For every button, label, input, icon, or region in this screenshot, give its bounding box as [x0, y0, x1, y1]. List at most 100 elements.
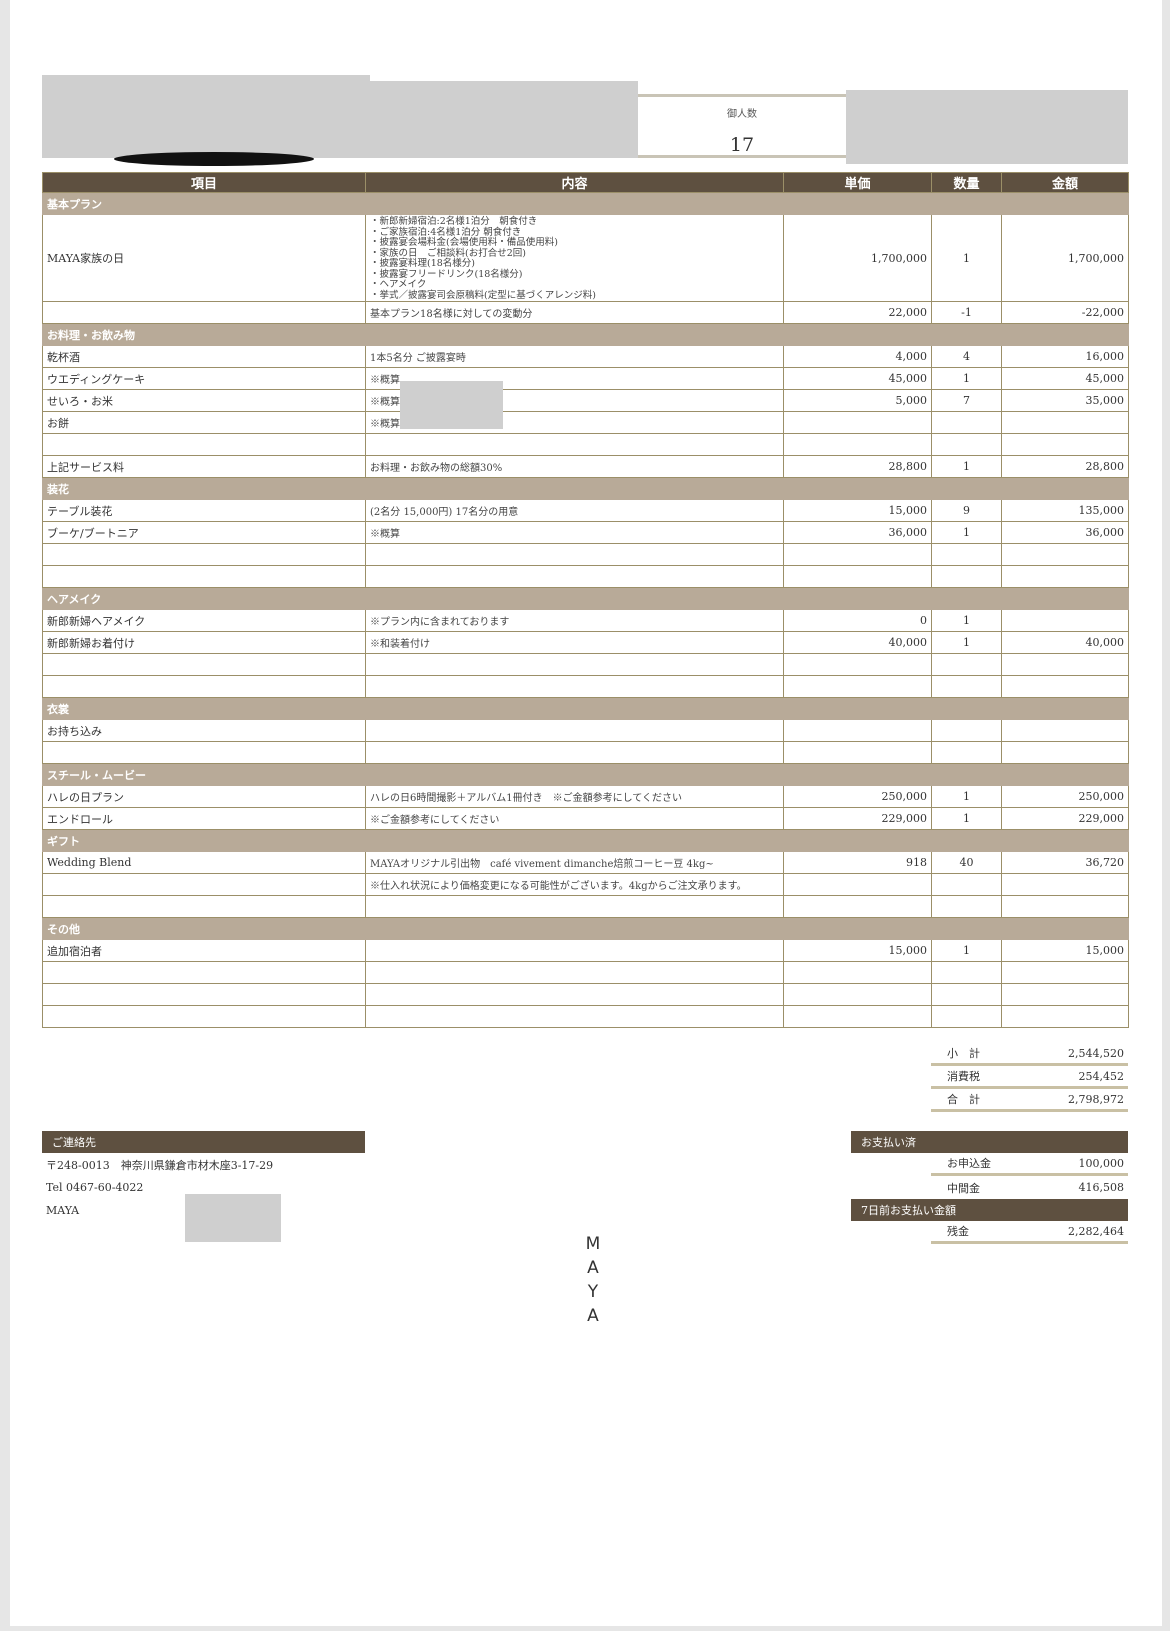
table-row	[42, 741, 1129, 764]
item-cell: 上記サービス料	[42, 455, 366, 478]
redacted-area	[400, 381, 503, 429]
unit-price-cell	[783, 741, 932, 764]
content-cell	[365, 675, 784, 698]
section-row: お料理・お飲み物	[42, 323, 1129, 346]
item-cell	[42, 675, 366, 698]
tax-row: 消費税 254,452	[931, 1066, 1128, 1089]
unit-price-cell: 229,000	[783, 807, 932, 830]
table-row	[42, 433, 1129, 456]
content-cell: ※概算	[365, 521, 784, 544]
quantity-cell: 1	[931, 455, 1002, 478]
table-row	[42, 543, 1129, 566]
amount-cell	[1001, 741, 1129, 764]
amount-cell	[1001, 873, 1129, 896]
section-title: 基本プラン	[42, 192, 1129, 215]
amount-cell: 35,000	[1001, 389, 1129, 412]
item-cell	[42, 1005, 366, 1028]
section-title: その他	[42, 917, 1129, 940]
unit-price-cell: 0	[783, 609, 932, 632]
content-cell: お料理・お飲み物の総額30%	[365, 455, 784, 478]
item-cell: お持ち込み	[42, 719, 366, 742]
quantity-cell	[931, 741, 1002, 764]
content-cell	[365, 543, 784, 566]
unit-price-cell	[783, 983, 932, 1006]
amount-cell	[1001, 565, 1129, 588]
interim-value: 416,508	[1078, 1181, 1125, 1194]
unit-price-cell: 22,000	[783, 301, 932, 324]
section-row: 装花	[42, 477, 1129, 500]
quantity-cell: -1	[931, 301, 1002, 324]
redacted-area	[846, 90, 1128, 164]
item-cell: Wedding Blend	[42, 851, 366, 874]
amount-cell	[1001, 1005, 1129, 1028]
quantity-cell	[931, 873, 1002, 896]
amount-cell	[1001, 433, 1129, 456]
unit-price-cell	[783, 719, 932, 742]
deposit-label: お申込金	[947, 1157, 991, 1170]
unit-price-cell	[783, 411, 932, 434]
quantity-cell: 1	[931, 521, 1002, 544]
table-row	[42, 961, 1129, 984]
quantity-cell: 1	[931, 631, 1002, 654]
item-cell: ブーケ/ブートニア	[42, 521, 366, 544]
quantity-cell: 4	[931, 345, 1002, 368]
content-cell: 基本プラン18名様に対しての変動分	[365, 301, 784, 324]
unit-price-cell: 40,000	[783, 631, 932, 654]
quantity-cell: 1	[931, 609, 1002, 632]
interim-row: 中間金 416,508	[931, 1176, 1128, 1199]
contact-title: ご連絡先	[42, 1131, 365, 1153]
item-cell	[42, 873, 366, 896]
guest-count-label: 御人数	[727, 109, 757, 120]
amount-cell	[1001, 609, 1129, 632]
table-header-row: 項目 内容 単価 数量 金額	[42, 172, 1129, 193]
header-content: 内容	[365, 172, 784, 193]
content-line: ・ご家族宿泊:4名様1泊分 朝食付き	[370, 226, 522, 238]
content-cell	[365, 653, 784, 676]
content-cell	[365, 939, 784, 962]
tax-label: 消費税	[947, 1070, 980, 1083]
table-row: ハレの日プラン ハレの日6時間撮影＋アルバム1冊付き ※ご金額参考にしてください 2…	[42, 785, 1129, 808]
amount-cell	[1001, 653, 1129, 676]
amount-cell: 36,000	[1001, 521, 1129, 544]
section-row: ヘアメイク	[42, 587, 1129, 610]
content-line: ・挙式／披露宴司会原稿料(定型に基づくアレンジ料)	[370, 289, 596, 301]
content-line: ・披露宴フリードリンク(18名様分)	[370, 268, 523, 280]
amount-cell: 15,000	[1001, 939, 1129, 962]
amount-cell	[1001, 961, 1129, 984]
content-cell	[365, 1005, 784, 1028]
content-cell	[365, 961, 784, 984]
amount-cell: 40,000	[1001, 631, 1129, 654]
amount-cell: 16,000	[1001, 345, 1129, 368]
content-line: ・新郎新婦宿泊:2名様1泊分 朝食付き	[370, 216, 538, 227]
section-row: ギフト	[42, 829, 1129, 852]
content-cell: (2名分 15,000円) 17名分の用意	[365, 499, 784, 522]
subtotal-label: 小 計	[947, 1047, 980, 1060]
amount-cell	[1001, 719, 1129, 742]
amount-cell: 28,800	[1001, 455, 1129, 478]
content-cell	[365, 741, 784, 764]
quantity-cell	[931, 653, 1002, 676]
section-title: 装花	[42, 477, 1129, 500]
quantity-cell: 7	[931, 389, 1002, 412]
item-cell	[42, 543, 366, 566]
unit-price-cell	[783, 895, 932, 918]
content-cell: ハレの日6時間撮影＋アルバム1冊付き ※ご金額参考にしてください	[365, 785, 784, 808]
content-cell: ※ご金額参考にしてください	[365, 807, 784, 830]
unit-price-cell: 1,700,000	[783, 214, 932, 302]
item-cell	[42, 895, 366, 918]
unit-price-cell: 45,000	[783, 367, 932, 390]
amount-cell: 135,000	[1001, 499, 1129, 522]
payment-block: お支払い済 お申込金 100,000 中間金 416,508 7日前お支払い金額 残…	[851, 1131, 1128, 1244]
amount-cell: 229,000	[1001, 807, 1129, 830]
table-row: エンドロール ※ご金額参考にしてください 229,000 1 229,000	[42, 807, 1129, 830]
content-cell: ※プラン内に含まれております	[365, 609, 784, 632]
item-cell: 新郎新婦ヘアメイク	[42, 609, 366, 632]
content-line: ・披露宴料理(18名様分)	[370, 258, 476, 269]
table-row: 乾杯酒 1本5名分 ご披露宴時 4,000 4 16,000	[42, 345, 1129, 368]
table-row: ブーケ/ブートニア ※概算 36,000 1 36,000	[42, 521, 1129, 544]
totals-block: 小 計 2,544,520 消費税 254,452 合 計 2,798,972	[931, 1043, 1128, 1112]
table-row: お餅 ※概算	[42, 411, 1129, 434]
amount-cell	[1001, 543, 1129, 566]
quantity-cell: 1	[931, 785, 1002, 808]
item-cell	[42, 301, 366, 324]
